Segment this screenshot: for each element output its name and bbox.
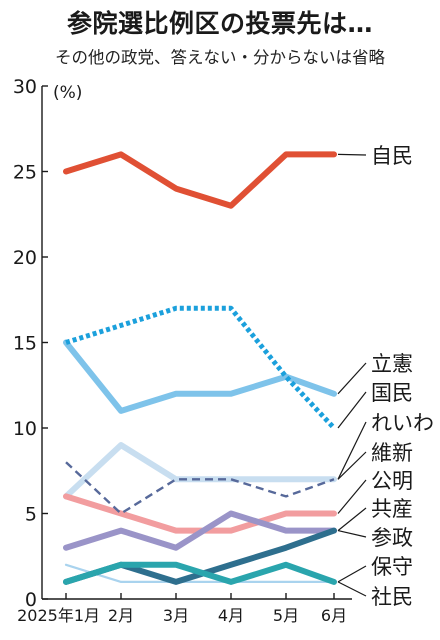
series-label-れいわ: れいわ [371,411,434,435]
y-tick-label: 0 [25,589,37,611]
leader-line-公明 [337,479,367,514]
y-axis-unit: (%) [53,83,82,103]
series-label-社民: 社民 [371,585,413,609]
y-tick-label: 10 [13,418,37,440]
chart-subtitle: その他の政党、答えない・分からないは省略 [55,48,385,67]
leader-line-共産 [337,507,367,532]
chart-title: 参院選比例区の投票先は… [66,9,373,38]
y-tick-label: 25 [13,162,37,184]
series-line-維新 [65,461,335,515]
series-label-公明: 公明 [371,469,413,493]
y-tick-label: 30 [13,76,37,98]
series-label-共産: 共産 [371,497,413,521]
series-line-立憲 [63,339,337,414]
series-line-共産 [63,510,337,551]
x-tick-label: 4月 [218,606,244,625]
leader-line-維新 [337,451,367,480]
y-tick-label: 5 [25,504,37,526]
series-line-自民 [63,151,337,209]
series-label-参政: 参政 [371,526,413,550]
y-tick-label: 15 [13,333,37,355]
leader-line-社民 [337,581,367,597]
x-tick-label: 2月 [108,606,134,625]
series-label-自民: 自民 [371,144,413,168]
leader-line-保守 [337,565,367,583]
series-line-れいわ [63,442,337,500]
x-tick-label: 6月 [321,606,347,625]
leader-line-自民 [337,153,367,156]
axes: 0 5 10 15 20 25 30 (%) 2025年1月 2月 3月 4月 5月 6月 [13,76,352,625]
series-label-保守: 保守 [371,555,413,579]
x-tick-label: 2025年1月 [17,606,100,625]
series-label-立憲: 立憲 [371,352,413,376]
leader-line-れいわ [337,421,367,480]
leader-line-国民 [337,391,367,429]
series-lines [63,151,337,585]
series-line-公明 [63,493,337,534]
y-tick-label: 20 [13,247,37,269]
x-tick-label: 3月 [163,606,189,625]
series-label-国民: 国民 [371,381,413,405]
x-tick-label: 5月 [273,606,299,625]
leader-line-参政 [337,530,367,538]
series-line-保守 [63,561,337,585]
series-line-国民 [65,305,336,430]
series-label-維新: 維新 [371,441,413,465]
leader-line-立憲 [337,362,367,395]
series-line-社民 [64,563,336,584]
